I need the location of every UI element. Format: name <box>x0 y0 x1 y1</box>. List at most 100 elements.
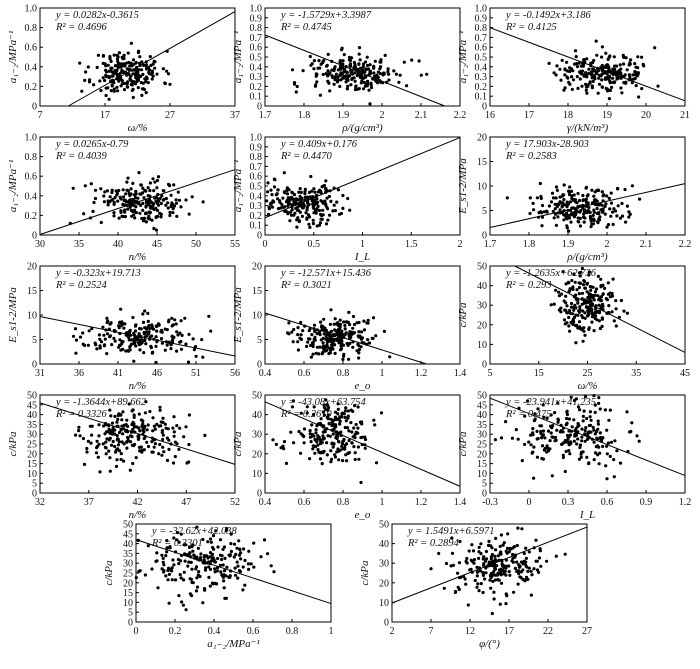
y-tick-label: 20 <box>477 449 487 460</box>
data-point <box>132 359 136 363</box>
data-point <box>98 337 102 341</box>
x-tick-label: 0.5 <box>308 239 321 250</box>
data-point <box>361 62 366 66</box>
data-point <box>93 341 97 345</box>
x-tick-label: 0.9 <box>640 497 653 508</box>
data-point <box>151 350 155 354</box>
data-point <box>417 59 421 63</box>
regression-line <box>264 137 461 219</box>
data-point <box>150 218 154 222</box>
data-point <box>329 199 333 203</box>
data-point <box>115 458 119 462</box>
data-point <box>192 553 196 557</box>
data-point <box>152 445 156 449</box>
data-point <box>592 208 596 212</box>
data-point <box>329 329 333 333</box>
data-point <box>137 68 141 72</box>
data-point <box>580 427 584 431</box>
data-point <box>321 341 325 345</box>
r-squared: R² = 0.2894 <box>407 538 460 549</box>
data-point <box>94 451 99 455</box>
data-point <box>514 428 518 432</box>
data-point <box>168 213 172 218</box>
data-point <box>115 57 120 61</box>
data-point <box>139 327 143 331</box>
data-point <box>481 571 485 575</box>
data-point <box>135 425 139 429</box>
data-point <box>552 71 556 75</box>
data-point <box>578 443 583 447</box>
data-point <box>344 320 348 324</box>
data-point <box>141 186 145 190</box>
data-point <box>612 207 616 211</box>
data-point <box>306 213 311 217</box>
data-point <box>362 87 366 91</box>
data-point <box>170 324 174 328</box>
data-point <box>352 322 357 327</box>
data-point <box>576 210 580 214</box>
data-point <box>605 452 609 456</box>
y-tick-label: 1.0 <box>250 4 263 15</box>
data-point <box>117 216 121 220</box>
data-point <box>489 544 493 548</box>
data-point <box>477 556 481 561</box>
data-point <box>224 596 228 600</box>
x-tick-label: 31 <box>35 368 45 379</box>
data-point <box>538 181 542 186</box>
data-point <box>523 414 527 418</box>
data-point <box>314 431 318 435</box>
data-point <box>580 435 584 439</box>
data-point <box>554 196 558 200</box>
data-point <box>128 205 132 209</box>
data-point <box>78 335 83 339</box>
data-point <box>392 69 396 73</box>
data-point <box>140 424 144 428</box>
data-point <box>176 190 180 194</box>
data-point <box>166 182 171 186</box>
data-point <box>155 186 159 190</box>
data-point <box>581 198 585 203</box>
data-point <box>126 200 130 204</box>
data-point <box>71 334 76 338</box>
data-point <box>363 84 367 88</box>
data-point <box>559 292 564 296</box>
data-point <box>341 459 345 463</box>
data-point <box>353 451 357 455</box>
regression-equation: y = -0.323x+19.713 <box>55 268 141 279</box>
data-point <box>151 450 155 454</box>
data-point <box>313 84 317 88</box>
data-point <box>351 326 355 330</box>
data-point <box>600 324 604 328</box>
data-point <box>106 86 110 90</box>
data-point <box>593 432 597 436</box>
scatter-points <box>505 181 642 233</box>
data-point <box>331 209 335 213</box>
data-point <box>121 410 125 414</box>
data-point <box>341 59 345 63</box>
data-point <box>328 322 332 326</box>
data-point <box>636 55 640 59</box>
data-point <box>333 453 337 457</box>
data-point <box>542 448 547 452</box>
data-point <box>130 64 134 68</box>
data-point <box>187 442 191 447</box>
x-tick-label: 0.6 <box>298 368 311 379</box>
data-point <box>335 450 339 454</box>
y-tick-label: 20 <box>252 262 262 273</box>
data-point <box>147 70 151 74</box>
x-axis-label: I_L <box>579 509 595 521</box>
regression-equation: y = 17.903x-28.903 <box>505 139 589 150</box>
data-point <box>557 202 561 207</box>
data-point <box>87 329 91 333</box>
data-point <box>607 304 611 308</box>
data-point <box>559 429 563 433</box>
x-tick-label: 18 <box>563 110 573 121</box>
data-point <box>592 428 596 432</box>
data-point <box>101 76 105 80</box>
data-point <box>167 438 171 442</box>
data-point <box>195 525 199 529</box>
data-point <box>120 82 124 86</box>
data-point <box>146 444 151 449</box>
x-tick-label: 17 <box>504 626 514 637</box>
data-point <box>114 464 119 468</box>
